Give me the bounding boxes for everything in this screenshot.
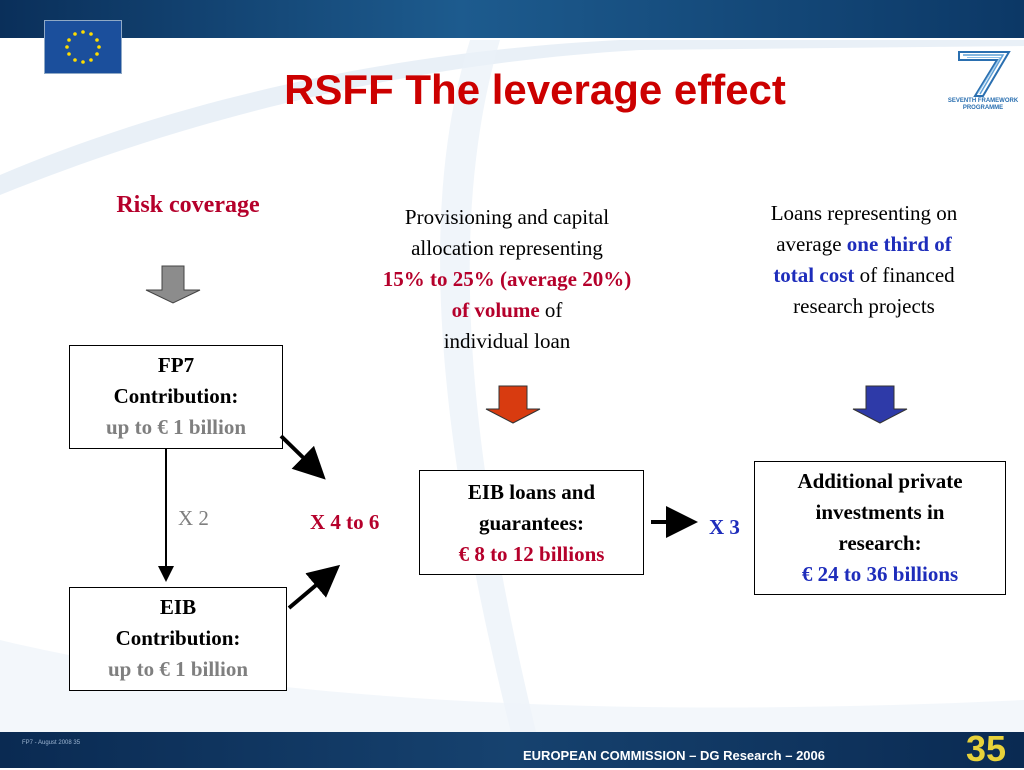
provisioning-text: Provisioning and capital allocation repr… — [382, 205, 632, 353]
bottom-band — [0, 732, 1024, 768]
loans-text: Loans representing on average one third … — [770, 201, 958, 318]
page-number: 35 — [966, 728, 1007, 769]
top-band — [0, 0, 1024, 38]
eib-loans-box: EIB loans and guarantees: € 8 to 12 bill… — [419, 470, 644, 575]
fp7-to-loans-arrow — [279, 434, 326, 480]
blue-down-arrow — [852, 385, 908, 424]
multiplier-x2: X 2 — [178, 506, 209, 530]
fp7-contribution-box: FP7 Contribution: up to € 1 billion — [69, 345, 283, 449]
eib-to-loans-arrow — [287, 564, 341, 610]
private-investments-box: Additional private investments in resear… — [754, 461, 1006, 595]
footer-center-text: EUROPEAN COMMISSION – DG Research – 2006 — [523, 748, 825, 763]
eib-contribution-box: EIB Contribution: up to € 1 billion — [69, 587, 287, 691]
seven-logo-icon — [958, 51, 1011, 97]
footer-left-text: FP7 - August 2008 35 — [22, 740, 81, 746]
grey-down-arrow — [145, 265, 201, 304]
eu-flag-logo — [44, 20, 122, 74]
red-down-arrow — [485, 385, 541, 424]
fp7-logo: SEVENTH FRAMEWORK PROGRAMME — [944, 48, 1022, 118]
risk-coverage-heading: Risk coverage — [116, 192, 260, 218]
multiplier-x3: X 3 — [709, 515, 740, 539]
multiplier-x4-to-6: X 4 to 6 — [310, 510, 380, 534]
slide-title: RSFF The leverage effect — [284, 66, 786, 113]
fp7-logo-text: SEVENTH FRAMEWORK PROGRAMME — [947, 98, 1019, 111]
eu-stars-icon — [65, 30, 101, 64]
